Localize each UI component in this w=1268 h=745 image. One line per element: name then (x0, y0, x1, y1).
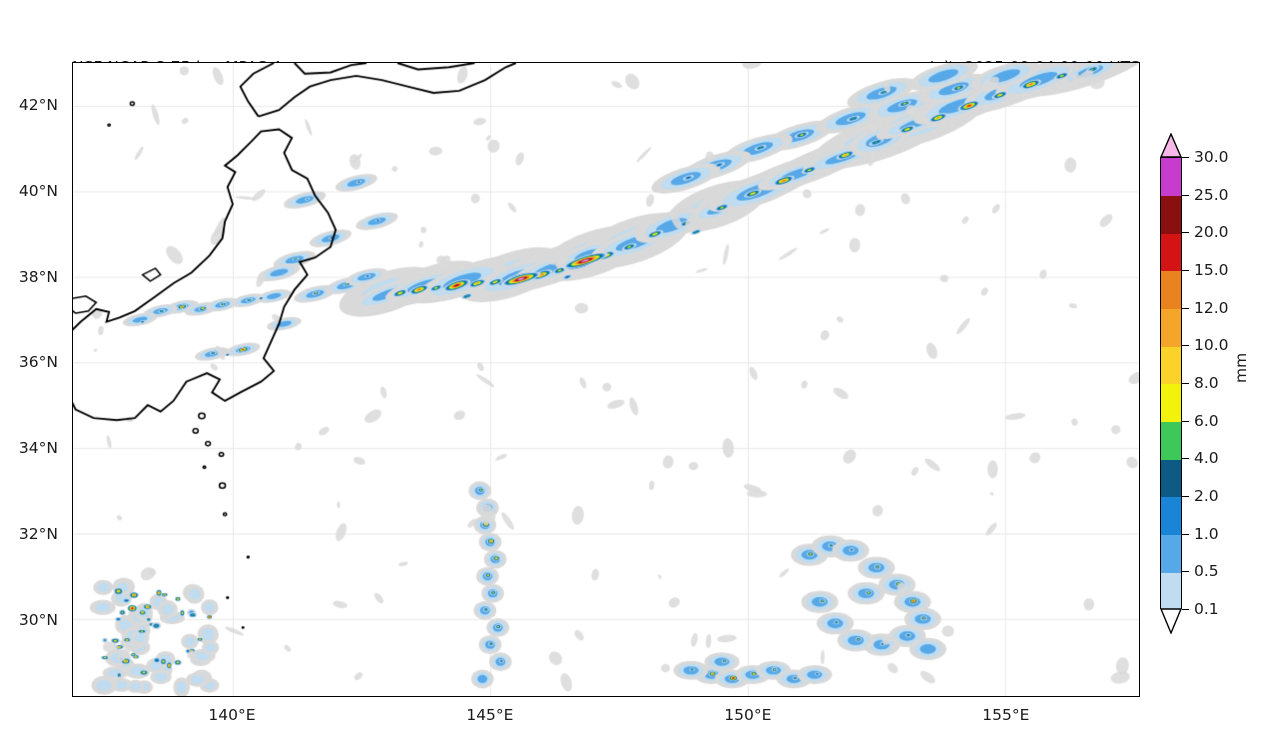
colorbar-tick (1182, 496, 1189, 497)
colorbar-tick-label: 6.0 (1194, 411, 1219, 430)
colorbar-tick (1182, 194, 1189, 196)
colorbar-tick-label: 2.0 (1194, 487, 1219, 505)
longitude-tick-label: 150°E (724, 706, 772, 724)
latitude-tick-label: 32°N (18, 524, 58, 543)
colorbar-tick (1182, 420, 1189, 422)
latitude-tick-label: 42°N (18, 95, 58, 114)
colorbar-tick-label: 8.0 (1194, 374, 1219, 392)
colorbar-tick-label: 0.5 (1194, 562, 1219, 581)
colorbar-tick (1182, 609, 1189, 610)
colorbar-segment (1161, 421, 1181, 460)
colorbar-segment (1161, 308, 1181, 347)
colorbar-segment (1161, 346, 1181, 385)
colorbar-unit-label: mm (1232, 352, 1250, 383)
colorbar-tick (1182, 383, 1189, 384)
colorbar-segment (1161, 572, 1181, 611)
precipitation-field-canvas (73, 63, 1139, 696)
latitude-tick-label: 36°N (18, 353, 58, 372)
colorbar-tick (1182, 307, 1189, 309)
colorbar[interactable]: 30.0 25.0 20.0 15.0 12.0 10.0 8.0 6.0 4.0 2.0 1.0 0… (1159, 132, 1229, 635)
colorbar-tick-label: 30.0 (1194, 148, 1229, 166)
colorbar-tick (1182, 232, 1189, 234)
colorbar-tick (1182, 270, 1189, 271)
colorbar-tick (1182, 157, 1189, 158)
colorbar-segment (1161, 195, 1181, 234)
colorbar-tick-label: 12.0 (1194, 298, 1229, 317)
colorbar-segment (1161, 233, 1181, 272)
colorbar-tick-label: 0.1 (1194, 600, 1219, 618)
colorbar-segment (1161, 384, 1181, 423)
colorbar-tick (1182, 533, 1189, 535)
colorbar-segment (1161, 459, 1181, 498)
colorbar-segment (1161, 534, 1181, 573)
precipitation-map[interactable] (72, 62, 1140, 697)
colorbar-segment (1161, 271, 1181, 310)
longitude-tick-label: 140°E (208, 706, 256, 724)
latitude-axis: 30°N 32°N 34°N 36°N 38°N 40°N 42°N (0, 0, 68, 745)
colorbar-tick-label: 20.0 (1194, 223, 1229, 242)
latitude-tick-label: 40°N (18, 181, 58, 200)
colorbar-segment (1161, 497, 1181, 536)
colorbar-tick-label: 4.0 (1194, 449, 1219, 468)
colorbar-tick-label: 25.0 (1194, 185, 1229, 204)
latitude-tick-label: 38°N (18, 267, 58, 286)
latitude-tick-label: 30°N (18, 610, 58, 629)
colorbar-segment (1161, 158, 1181, 197)
colorbar-tick-label: 1.0 (1194, 524, 1219, 543)
longitude-tick-label: 155°E (982, 706, 1030, 724)
latitude-tick-label: 34°N (18, 439, 58, 458)
colorbar-tick (1182, 571, 1189, 573)
colorbar-tick-label: 15.0 (1194, 261, 1229, 279)
colorbar-bottom-arrow (1159, 608, 1183, 635)
colorbar-tick (1182, 458, 1189, 460)
colorbar-tick-label: 10.0 (1194, 336, 1229, 355)
colorbar-top-arrow-outline (1159, 132, 1183, 158)
colorbar-tick (1182, 345, 1189, 347)
colorbar-gradient[interactable] (1160, 157, 1182, 611)
longitude-tick-label: 145°E (466, 706, 514, 724)
